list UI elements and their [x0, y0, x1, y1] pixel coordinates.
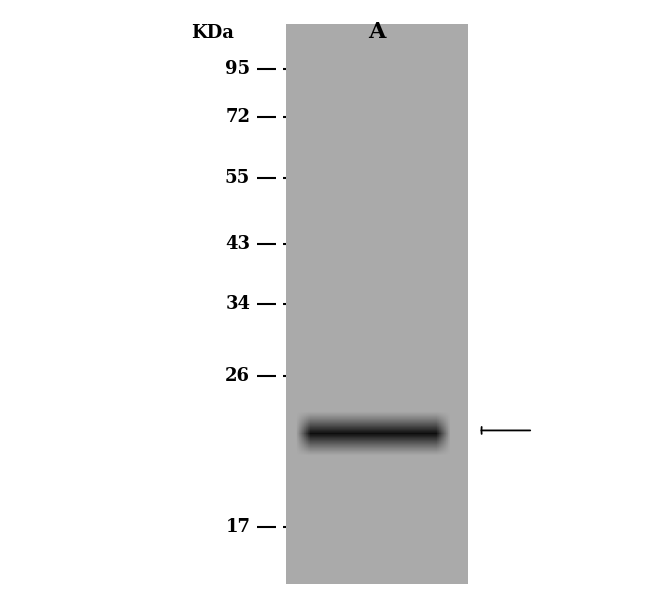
Text: 43: 43 — [226, 235, 250, 253]
Text: 17: 17 — [226, 518, 250, 536]
Text: 26: 26 — [226, 367, 250, 385]
Text: 34: 34 — [226, 295, 250, 313]
Text: A: A — [369, 21, 385, 43]
Text: KDa: KDa — [191, 24, 234, 42]
Text: 72: 72 — [226, 108, 250, 126]
Text: 95: 95 — [225, 60, 250, 78]
Text: 55: 55 — [225, 169, 250, 187]
